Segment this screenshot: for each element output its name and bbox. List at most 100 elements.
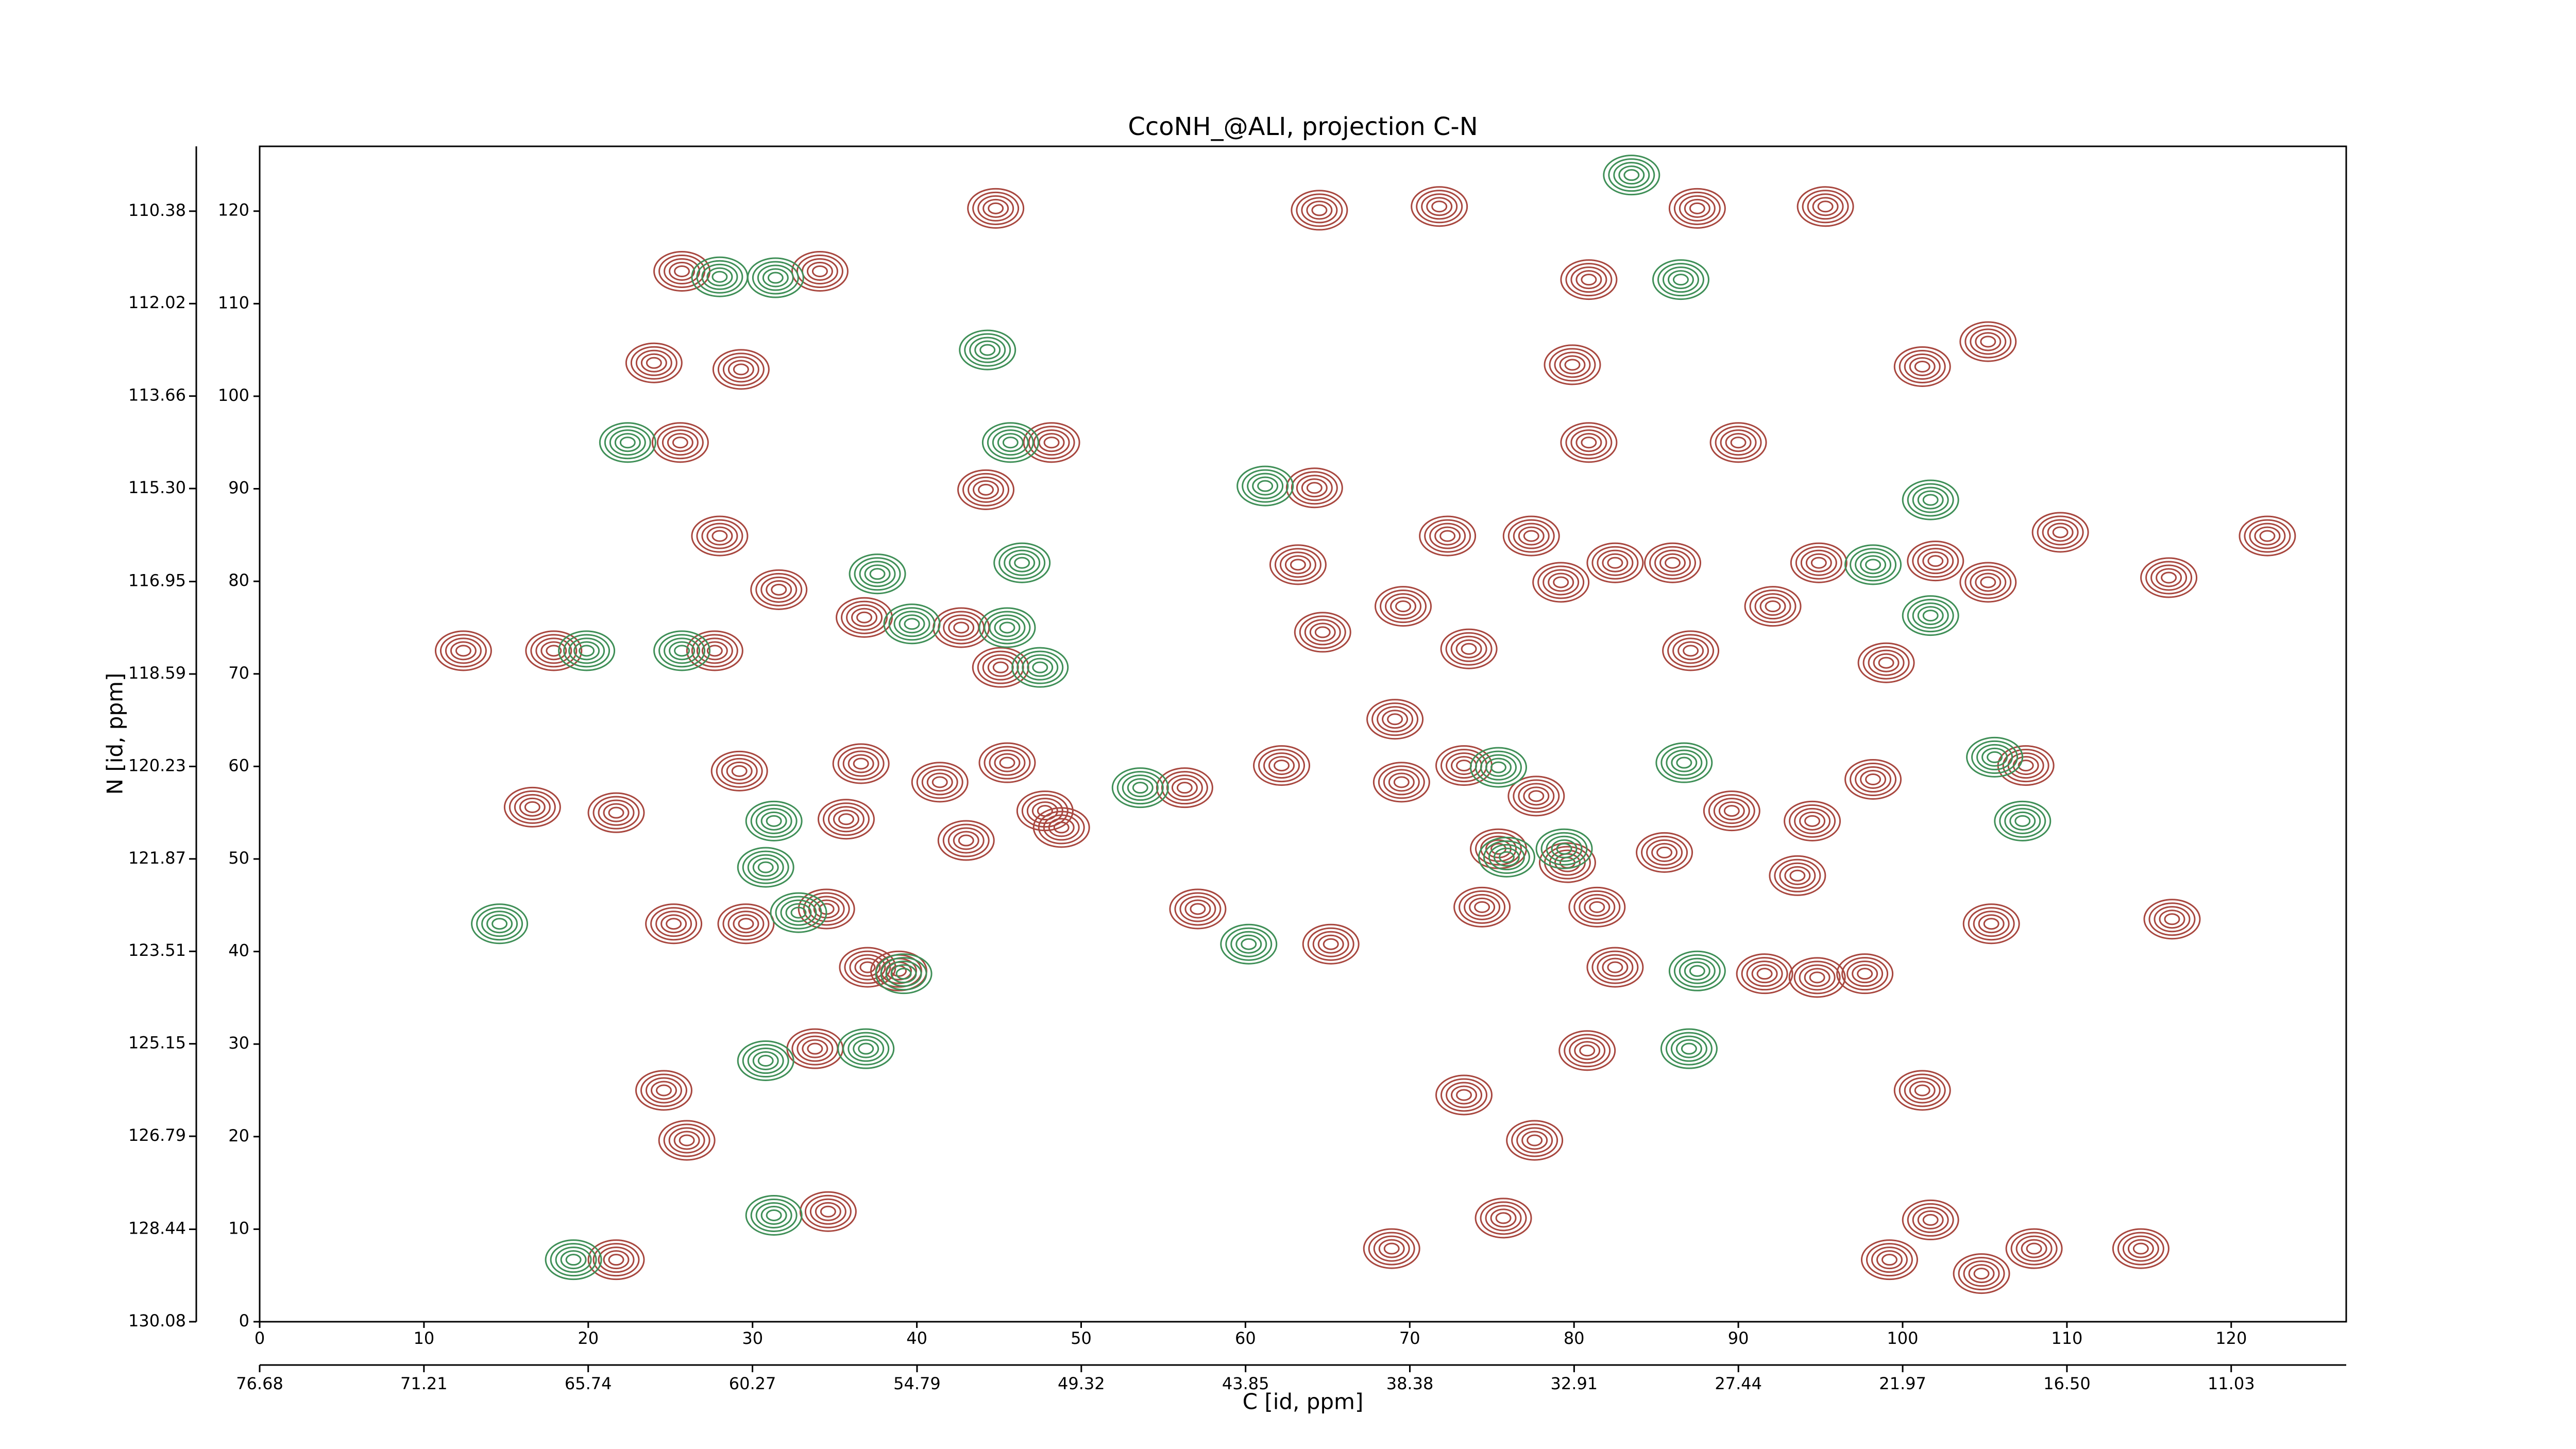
contour-layer xyxy=(434,155,2296,1294)
contour-ring xyxy=(1802,190,1849,224)
contour-ring xyxy=(1451,1085,1478,1105)
peak xyxy=(1375,586,1432,627)
contour-ring xyxy=(701,263,738,290)
contour-ring xyxy=(993,542,1051,583)
contour-ring xyxy=(2047,523,2074,542)
contour-ring xyxy=(869,568,886,580)
contour-ring xyxy=(650,1081,677,1100)
n-ppm-tick-label: 116.95 xyxy=(128,571,186,591)
contour-ring xyxy=(1385,593,1422,620)
contour-ring xyxy=(942,823,990,857)
contour-ring xyxy=(1176,782,1193,794)
contour-ring xyxy=(948,618,975,637)
contour-ring xyxy=(1876,1250,1903,1270)
contour-ring xyxy=(760,1205,787,1225)
contour-ring xyxy=(1549,348,1596,382)
contour-ring xyxy=(1021,794,1069,828)
contour-ring xyxy=(1558,1030,1616,1071)
contour-ring xyxy=(807,1042,823,1055)
peak xyxy=(2143,899,2201,940)
peak xyxy=(1560,422,1618,463)
contour-ring xyxy=(1912,1206,1949,1233)
peak xyxy=(1560,259,1618,300)
peak xyxy=(2005,1228,2063,1269)
contour-ring xyxy=(1009,553,1036,572)
contour-ring xyxy=(1548,572,1574,592)
contour-ring xyxy=(750,804,798,838)
contour-ring xyxy=(1027,658,1054,677)
contour-ring xyxy=(1323,938,1339,950)
contour-ring xyxy=(851,608,878,627)
peak xyxy=(587,1239,645,1280)
contour-ring xyxy=(2159,909,2185,929)
contour-ring xyxy=(524,801,540,813)
contour-ring xyxy=(519,797,546,817)
contour-ring xyxy=(752,1051,779,1071)
contour-ring xyxy=(1528,790,1545,802)
contour-ring xyxy=(1161,771,1208,805)
contour-ring xyxy=(1817,200,1834,213)
contour-ring xyxy=(979,344,996,356)
contour-ring xyxy=(2026,1242,2042,1255)
contour-ring xyxy=(1589,901,1605,913)
contour-ring xyxy=(766,815,782,827)
contour-ring xyxy=(1559,355,1586,375)
contour-ring xyxy=(1565,263,1613,297)
contour-ring xyxy=(848,1035,885,1062)
c-ppm-tick-label: 71.21 xyxy=(400,1374,448,1393)
y-tick-label: 100 xyxy=(218,385,249,405)
contour-ring xyxy=(849,553,906,595)
peak xyxy=(957,469,1015,510)
x-tick-label: 50 xyxy=(1071,1328,1092,1348)
contour-ring xyxy=(1978,914,2005,934)
contour-ring xyxy=(1673,954,1721,988)
contour-ring xyxy=(737,847,794,888)
peak xyxy=(1709,422,1767,463)
contour-ring xyxy=(1790,542,1848,583)
contour-ring xyxy=(989,749,1026,776)
contour-ring xyxy=(875,953,933,995)
contour-ring xyxy=(947,827,985,854)
peak xyxy=(625,342,683,383)
contour-ring xyxy=(555,1246,592,1273)
contour-ring xyxy=(1478,836,1535,878)
peak xyxy=(1644,542,1702,583)
contour-ring xyxy=(558,630,616,671)
peak xyxy=(1959,321,2017,362)
peak xyxy=(978,742,1036,783)
contour-ring xyxy=(899,614,925,634)
contour-ring xyxy=(1378,1239,1405,1258)
contour-ring xyxy=(806,261,833,281)
contour-ring xyxy=(1865,773,1882,786)
contour-ring xyxy=(752,261,799,295)
contour-ring xyxy=(799,1191,857,1232)
contour-ring xyxy=(1873,653,1900,672)
contour-ring xyxy=(1668,950,1726,991)
contour-ring xyxy=(1241,938,1257,950)
contour-ring xyxy=(953,621,970,634)
contour-ring xyxy=(994,753,1021,772)
contour-ring xyxy=(1968,1264,1995,1284)
contour-ring xyxy=(492,918,508,930)
contour-ring xyxy=(1540,832,1588,866)
contour-ring xyxy=(598,799,635,826)
contour-ring xyxy=(1657,263,1704,297)
contour-ring xyxy=(1800,549,1837,576)
contour-ring xyxy=(1570,429,1607,456)
contour-ring xyxy=(1970,328,2007,355)
contour-ring xyxy=(1053,821,1070,834)
contour-ring xyxy=(1028,426,1075,460)
contour-ring xyxy=(1670,1035,1707,1062)
contour-ring xyxy=(1774,858,1821,892)
peak xyxy=(1478,836,1535,878)
contour-ring xyxy=(1794,807,1831,834)
x-tick-label: 80 xyxy=(1564,1328,1585,1348)
contour-ring xyxy=(471,903,529,945)
contour-ring xyxy=(2254,526,2281,546)
contour-ring xyxy=(1799,964,1836,991)
peak xyxy=(686,630,743,671)
contour-ring xyxy=(827,806,865,833)
contour-ring xyxy=(1899,349,1946,383)
contour-ring xyxy=(1591,546,1639,580)
contour-ring xyxy=(1804,968,1831,987)
